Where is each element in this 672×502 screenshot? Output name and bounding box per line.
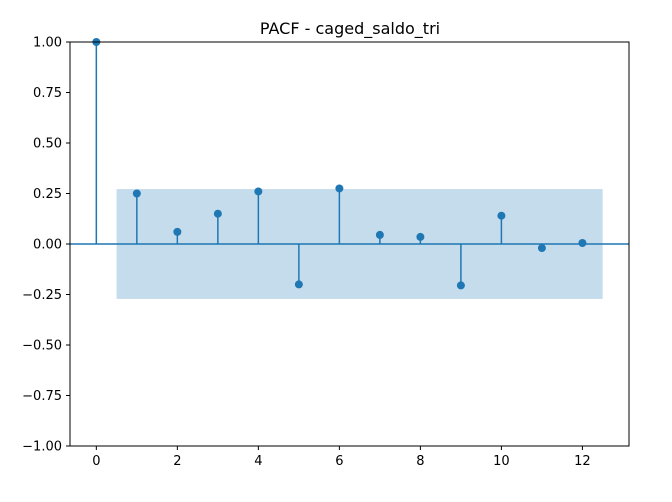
lag-8-stem [416,232,425,244]
x-tick-label: 6 [335,454,343,469]
y-tick-label: 0.50 [33,137,62,152]
x-axis-ticks: 0 2 4 6 8 10 12 [92,446,591,469]
stem-marker [537,244,546,253]
lag-2-stem [173,227,182,244]
stem-marker [416,232,425,241]
x-tick-label: 12 [574,454,591,469]
y-tick-label: 0.25 [33,187,62,202]
chart-title: PACF - caged_saldo_tri [260,19,440,39]
stem-marker [456,281,465,290]
y-tick-label: −0.50 [22,339,62,354]
y-axis-ticks: −1.00 −0.75 −0.50 −0.25 0.00 0.25 0.50 0.75 1.00 [22,36,70,455]
lag-7-stem [375,230,384,244]
stem-marker [294,280,303,289]
x-tick-label: 4 [254,454,262,469]
stem-marker [497,211,506,220]
lag-4-stem [254,187,263,244]
x-tick-label: 2 [173,454,181,469]
stem-marker [173,227,182,236]
lag-12-stem [578,238,587,247]
lag-6-stem [335,184,344,244]
y-tick-label: −1.00 [22,440,62,455]
stem-marker [375,230,384,239]
lag-3-stem [213,209,222,244]
y-tick-label: 0.75 [33,86,62,101]
lag-1-stem [132,189,141,244]
stem-marker [335,184,344,193]
lag-9-stem [456,244,465,290]
y-tick-label: 0.00 [33,238,62,253]
lag-0-stem [92,38,101,244]
stem-marker [254,187,263,196]
stem-marker [132,189,141,198]
y-tick-label: 1.00 [33,36,62,51]
y-tick-label: −0.75 [22,389,62,404]
x-tick-label: 8 [416,454,424,469]
lag-11-stem [537,244,546,253]
lag-5-stem [294,244,303,289]
stem-marker [578,238,587,247]
x-tick-label: 10 [493,454,510,469]
stem-marker [213,209,222,218]
y-tick-label: −0.25 [22,288,62,303]
lag-10-stem [497,211,506,244]
x-tick-label: 0 [92,454,100,469]
